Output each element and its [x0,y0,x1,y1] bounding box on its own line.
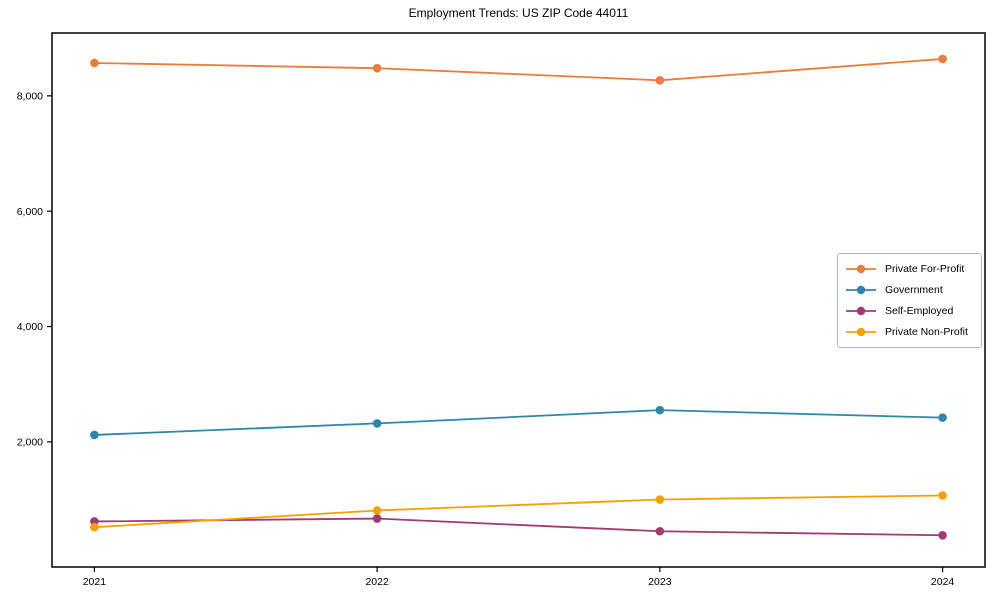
legend: Private For-Profit Government Self-Employe… [837,253,982,348]
y-tick-label: 2,000 [17,437,43,449]
legend-item-private-for-profit: Private For-Profit [845,263,974,275]
data-point-self-employed-2024 [938,530,947,540]
series-line-private-non-profit [93,494,944,529]
data-point-private-non-profit-2021 [90,522,99,532]
legend-marker-self-employed [846,306,876,316]
legend-item-self-employed: Self-Employed [845,305,974,317]
y-tick-label: 8,000 [17,91,43,103]
data-point-self-employed-2022 [372,514,382,523]
x-tick-label: 2021 [83,576,107,588]
data-point-private-non-profit-2023 [655,495,665,504]
data-point-government-2024 [938,413,947,422]
data-point-private-for-profit-2022 [372,63,382,73]
x-tick-label: 2022 [365,576,389,588]
data-point-private-non-profit-2022 [372,506,382,515]
legend-marker-private-for-profit [846,265,876,274]
data-point-government-2022 [372,419,382,428]
plot-frame [51,32,986,568]
data-point-private-for-profit-2023 [655,75,665,85]
legend-label: Government [885,284,943,297]
legend-item-government: Government [845,284,974,296]
series-line-government [93,409,944,436]
x-tick-label: 2023 [648,576,672,588]
legend-label: Private For-Profit [885,263,965,276]
series-line-private-for-profit [93,58,944,82]
data-point-private-for-profit-2021 [90,58,99,68]
series-line-self-employed [93,517,944,537]
data-point-private-for-profit-2024 [938,54,947,64]
legend-marker-private-non-profit [846,327,876,336]
legend-marker-government [846,285,876,295]
data-point-self-employed-2023 [655,526,665,536]
x-tick-label: 2024 [931,576,955,588]
legend-label: Private Non-Profit [885,325,968,338]
data-point-private-non-profit-2024 [938,491,947,500]
data-point-government-2023 [655,405,665,415]
y-tick-label: 4,000 [17,321,43,333]
legend-label: Self-Employed [885,304,954,317]
data-point-government-2021 [90,430,99,440]
y-tick-label: 6,000 [17,206,43,218]
chart-title: Employment Trends: US ZIP Code 44011 [408,6,629,20]
legend-item-private-non-profit: Private Non-Profit [845,326,974,338]
